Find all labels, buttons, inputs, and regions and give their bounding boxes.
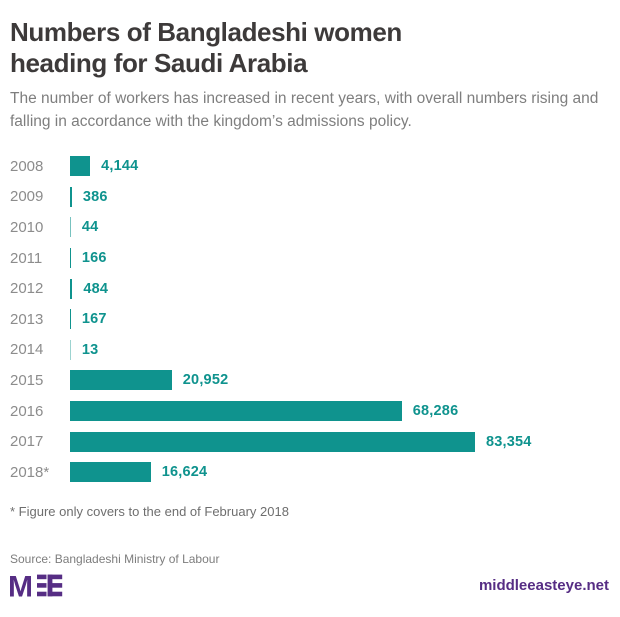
value-label: 16,624 (161, 464, 208, 481)
mee-logo: M (8, 570, 65, 606)
value-label: 484 (83, 280, 109, 297)
chart-row: 2014 13 (10, 335, 620, 366)
chart-row: 2012 484 (10, 273, 620, 304)
bar (70, 248, 71, 269)
year-label: 2018* (10, 463, 50, 481)
year-label: 2017 (10, 433, 44, 451)
year-label: 2014 (10, 341, 44, 359)
bar (70, 401, 402, 422)
source-credit: Source: Bangladeshi Ministry of Labour (10, 552, 220, 566)
website-url: middleeasteye.net (478, 577, 609, 594)
value-label: 68,286 (412, 403, 459, 420)
year-label: 2010 (10, 218, 44, 236)
svg-text:M: M (9, 570, 33, 601)
page-title: Numbers of Bangladeshi women heading for… (10, 17, 402, 78)
bar (70, 370, 172, 391)
chart-row: 2009 386 (10, 182, 620, 213)
year-label: 2009 (10, 188, 44, 206)
year-label: 2011 (10, 249, 43, 267)
chart-row: 2018* 16,624 (10, 457, 620, 488)
bar (70, 156, 91, 177)
bar (70, 431, 475, 452)
year-label: 2015 (10, 371, 44, 389)
year-label: 2008 (10, 157, 44, 175)
value-label: 13 (81, 341, 99, 358)
value-label: 4,144 (101, 158, 139, 175)
value-label: 166 (81, 250, 107, 267)
chart-row: 2011 166 (10, 243, 620, 274)
bar (70, 186, 72, 207)
chart-row: 2008 4,144 (10, 151, 620, 182)
year-label: 2012 (10, 280, 44, 298)
value-label: 20,952 (182, 372, 229, 389)
value-label: 83,354 (486, 433, 532, 450)
chart-row: 2017 83,354 (10, 426, 620, 457)
chart-subtitle: The number of workers has increased in r… (10, 90, 599, 130)
chart-footnote: * Figure only covers to the end of Febru… (10, 504, 289, 519)
chart-row: 2016 68,286 (10, 396, 620, 427)
bar (70, 462, 151, 483)
bar-chart: 2008 4,144 2009 386 2010 44 2011 166 2012 484 2013… (10, 151, 620, 488)
bar (70, 339, 71, 360)
chart-row: 2010 44 (10, 212, 620, 243)
chart-row: 2013 167 (10, 304, 620, 335)
value-label: 44 (81, 219, 99, 236)
year-label: 2016 (10, 402, 44, 420)
year-label: 2013 (10, 310, 44, 328)
value-label: 167 (81, 311, 107, 328)
bar (70, 217, 71, 238)
mee-logo-glyphs: M (8, 570, 63, 603)
chart-row: 2015 20,952 (10, 365, 620, 396)
value-label: 386 (82, 188, 108, 205)
bar (70, 309, 71, 330)
bar (70, 278, 73, 299)
